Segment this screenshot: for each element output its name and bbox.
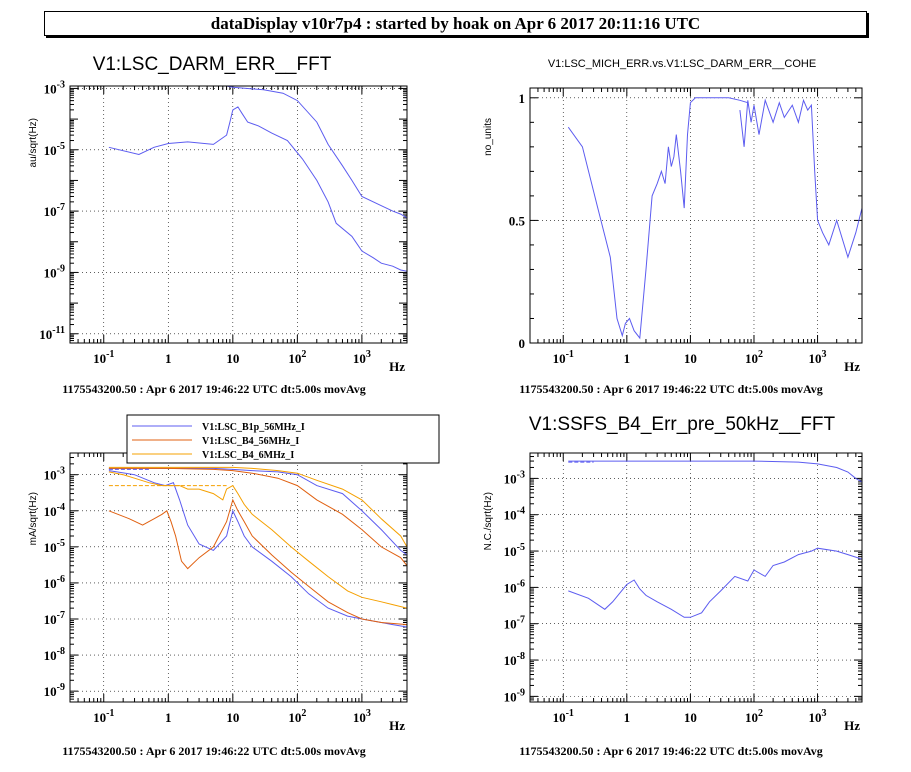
series-line-1 [568,547,862,618]
x-tick-label: 103 [353,349,371,366]
x-axis-label: Hz [389,718,405,733]
chart-legend: V1:LSC_B1p_56MHz_I V1:LSC_B4_56MHz_I V1:LS… [126,414,440,464]
x-tick-label: 10 [226,351,239,366]
x-tick-label: 103 [809,708,827,725]
x-tick-label: 10 [226,710,239,725]
y-tick-label: 0.5 [509,213,526,228]
x-tick-label: 102 [288,708,306,725]
chart-footer: 1175543200.50 : Apr 6 2017 19:46:22 UTC … [62,382,366,396]
series-group [568,460,862,618]
y-tick-label: 10-6 [44,574,65,591]
y-axis-label: no_units [483,118,494,156]
chart-title: V1:LSC_MICH_ERR.vs.V1:LSC_DARM_ERR__COHE [548,58,816,70]
series-line-4 [108,467,407,556]
page-title: dataDisplay v10r7p4 : started by hoak on… [44,11,867,36]
x-tick-label: 103 [353,708,371,725]
y-tick-label: 10-6 [504,578,525,595]
plot-frame [69,452,408,703]
x-tick-label: 10 [684,351,697,366]
chart-footer: 1175543200.50 : Apr 6 2017 19:46:22 UTC … [519,382,823,396]
y-tick-label: 10-3 [504,469,525,486]
legend-entry: V1:LSC_B1p_56MHz_I [202,422,305,433]
series-line-1 [567,97,748,340]
y-tick-label: 10-3 [44,79,65,96]
y-tick-label: 10-7 [504,615,525,632]
chart-footer: 1175543200.50 : Apr 6 2017 19:46:22 UTC … [62,744,366,758]
chart-panel-3: 10-1 1 10 102 103 10-9 10-8 10-7 10-6 10-5 10-4 10-… [28,414,440,758]
plot-frame [69,85,408,344]
series-group [567,97,862,340]
x-tick-label: 103 [809,349,827,366]
x-tick-label: 1 [165,710,172,725]
x-tick-label: 102 [288,349,306,366]
y-axis-label: N.C./sqrt(Hz) [483,492,494,550]
x-axis-label: Hz [389,359,405,374]
y-tick-label: 10-5 [504,542,525,559]
y-tick-label: 1 [519,91,526,106]
y-tick-label: 10-4 [504,506,525,523]
x-tick-label: 10-1 [553,708,574,725]
x-tick-label: 10-1 [93,708,114,725]
y-axis-label: mA/sqrt(Hz) [28,492,39,545]
plot-frame [529,87,863,344]
series-line-1 [108,106,407,272]
x-axis-label: Hz [844,359,860,374]
y-tick-label: 10-8 [44,646,65,663]
y-tick-label: 10-7 [44,202,65,219]
series-line-2 [739,98,862,259]
series-line-5 [108,467,407,567]
y-tick-label: 10-9 [504,687,525,704]
x-tick-label: 1 [624,710,631,725]
y-tick-label: 10-8 [504,651,525,668]
x-tick-label: 102 [745,708,763,725]
series-group [108,466,407,628]
legend-box [126,414,440,464]
x-tick-label: 1 [165,351,172,366]
y-tick-label: 0 [519,336,526,351]
y-tick-label: 10-5 [44,538,65,555]
series-V1:LSC_B4_6MHz_I [108,471,407,609]
series-group [108,86,407,272]
legend-entry: V1:LSC_B4_56MHz_I [202,436,299,447]
y-tick-label: 10-9 [44,682,65,699]
chart-panel-2: 10-1 1 10 102 103 0 0.5 1 Hz no_units V1:LSC_MICH_… [483,58,863,396]
series-V1:LSC_B1p_56MHz_I [108,470,407,628]
y-tick-label: 10-3 [44,466,65,483]
series-line-6 [108,466,407,548]
x-tick-label: 10 [684,710,697,725]
series-V1:LSC_B4_56MHz_I [108,498,407,626]
series-line-2 [220,86,407,219]
y-tick-label: 10-9 [44,263,65,280]
x-tick-label: 10-1 [553,349,574,366]
y-tick-label: 10-11 [39,325,65,342]
x-tick-label: 102 [745,349,763,366]
series-line-2 [568,460,862,483]
y-axis-label: au/sqrt(Hz) [28,118,39,167]
chart-title: V1:SSFS_B4_Err_pre_50kHz__FFT [529,414,836,435]
chart-panel-4: 10-1 1 10 102 103 10-9 10-8 10-7 10-6 10-5 10-4 10-… [483,414,863,758]
x-tick-label: 1 [624,351,631,366]
legend-entry: V1:LSC_B4_6MHz_I [202,450,294,461]
chart-footer: 1175543200.50 : Apr 6 2017 19:46:22 UTC … [519,744,823,758]
plot-frame [529,452,863,703]
x-axis-label: Hz [844,718,860,733]
y-tick-label: 10-7 [44,610,65,627]
y-tick-label: 10-4 [44,502,65,519]
y-tick-label: 10-5 [44,141,65,158]
chart-panel-1: 10-1 1 10 102 10310-1110-910-710-510-3Hzau/s… [28,54,408,396]
chart-title: V1:LSC_DARM_ERR__FFT [93,54,332,75]
x-tick-label: 10-1 [93,349,114,366]
